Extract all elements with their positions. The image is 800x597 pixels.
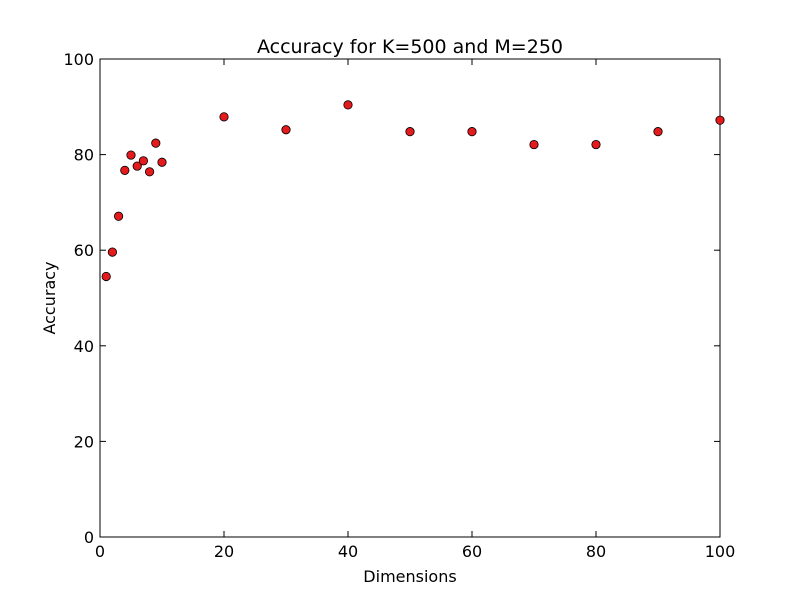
data-point xyxy=(126,150,136,160)
data-points xyxy=(101,100,725,282)
data-point xyxy=(715,115,725,125)
y-tick-label: 80 xyxy=(74,146,94,165)
data-point xyxy=(101,271,111,282)
data-point xyxy=(467,127,477,137)
data-point xyxy=(132,161,142,171)
y-axis-title: Accuracy xyxy=(40,261,59,334)
axis-ticks: 0 20 40 60 80 100 0 20 40 60 80 100 xyxy=(63,50,735,561)
data-point xyxy=(151,138,161,148)
y-tick-label: 40 xyxy=(74,337,94,356)
chart-title: Accuracy for K=500 and M=250 xyxy=(257,36,563,58)
data-point xyxy=(114,211,124,221)
plot-frame xyxy=(99,58,721,538)
data-point xyxy=(145,167,155,177)
data-point xyxy=(281,125,291,135)
data-point xyxy=(157,157,167,167)
data-point xyxy=(219,112,229,122)
data-point xyxy=(405,127,415,137)
x-tick-label: 20 xyxy=(214,542,234,561)
data-point xyxy=(653,127,663,137)
x-axis-title: Dimensions xyxy=(363,567,456,586)
data-point xyxy=(343,100,353,110)
data-point xyxy=(591,139,601,150)
x-tick-label: 0 xyxy=(95,542,105,561)
data-point xyxy=(529,139,539,150)
data-point xyxy=(138,156,148,166)
x-tick-label: 100 xyxy=(705,542,736,561)
x-tick-label: 60 xyxy=(462,542,482,561)
x-tick-label: 80 xyxy=(586,542,606,561)
y-tick-label: 20 xyxy=(74,432,94,451)
data-point xyxy=(120,165,130,175)
y-tick-label: 60 xyxy=(74,241,94,260)
y-tick-label: 100 xyxy=(63,50,94,69)
data-point xyxy=(107,247,118,257)
x-tick-label: 40 xyxy=(338,542,358,561)
y-tick-label: 0 xyxy=(84,528,94,547)
